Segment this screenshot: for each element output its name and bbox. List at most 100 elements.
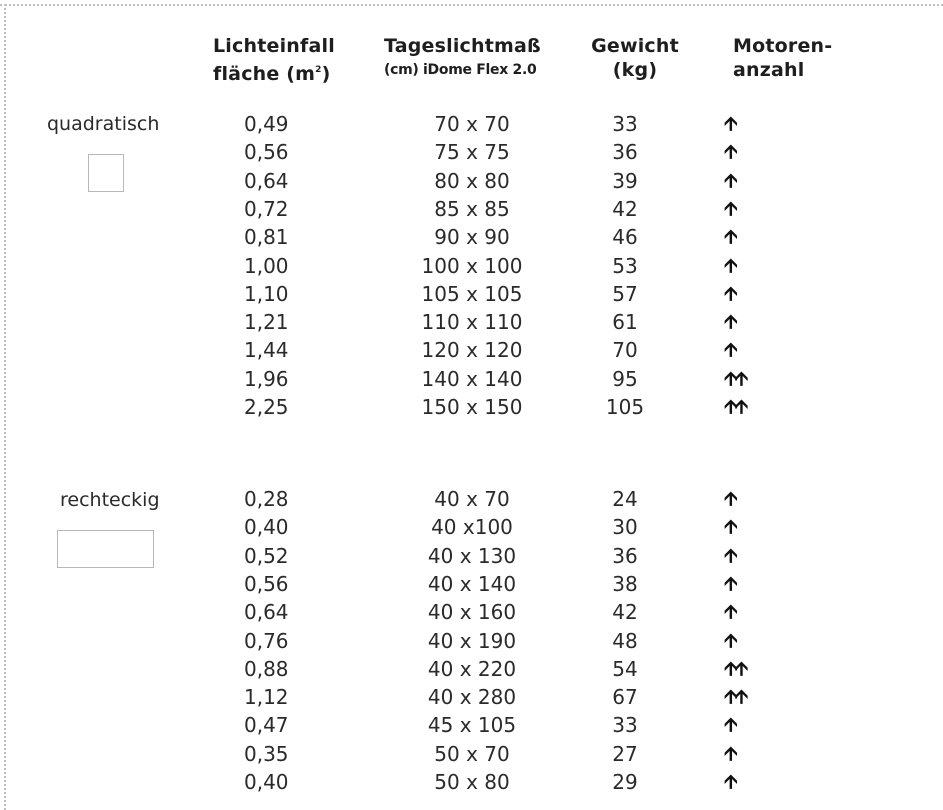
light-area-cell: 1,44: [244, 338, 289, 363]
weight-cell: 53: [612, 253, 638, 278]
motor-count-icon: 🡩: [724, 282, 738, 305]
header-daylight-size: Tageslichtmaß (cm) iDome Flex 2.0: [384, 34, 541, 82]
table-row: 0,56 75 x 75 36 🡩: [0, 138, 943, 166]
light-area-cell: 0,64: [244, 168, 289, 193]
header-daylight-size-line2: (cm) iDome Flex 2.0: [384, 62, 537, 78]
weight-cell: 39: [612, 168, 638, 193]
weight-cell: 36: [612, 140, 638, 165]
motor-count-icon: 🡩: [724, 339, 738, 362]
header-light-area: Lichteinfall fläche (m2): [213, 34, 335, 86]
motor-count-icon: 🡩: [724, 601, 738, 624]
motor-count-icon: 🡩: [724, 254, 738, 277]
dotted-border-left: [4, 4, 6, 810]
daylight-size-cell: 90 x 90: [434, 225, 510, 250]
light-area-cell: 0,56: [244, 140, 289, 165]
table-row: 1,96 140 x 140 95 🡩🡩: [0, 365, 943, 393]
weight-cell: 48: [612, 628, 638, 653]
table-row: 0,40 50 x 80 29 🡩: [0, 768, 943, 796]
table-row: 2,25 150 x 150 105 🡩🡩: [0, 393, 943, 421]
weight-cell: 33: [612, 713, 638, 738]
daylight-size-cell: 80 x 80: [434, 168, 510, 193]
motor-count-icon: 🡩🡩: [724, 396, 748, 418]
daylight-size-cell: 75 x 75: [434, 140, 510, 165]
motor-count-icon: 🡩: [724, 572, 738, 595]
header-light-area-line1: Lichteinfall: [213, 35, 335, 57]
daylight-size-cell: 40 x 280: [427, 685, 517, 710]
daylight-size-cell: 50 x 70: [434, 741, 510, 766]
motor-count-icon: 🡩: [724, 742, 738, 765]
square-shape-icon: [88, 154, 124, 192]
weight-cell: 46: [612, 225, 638, 250]
header-weight-line2: (kg): [612, 59, 658, 81]
weight-cell: 33: [612, 112, 638, 136]
table-row: 1,44 120 x 120 70 🡩: [0, 336, 943, 364]
light-area-cell: 0,76: [244, 628, 289, 653]
light-area-cell: 1,00: [244, 253, 289, 278]
dotted-border-top: [0, 4, 943, 6]
section-label-square: quadratisch: [47, 113, 160, 135]
light-area-cell: 0,35: [244, 741, 289, 766]
table-row: 0,88 40 x 220 54 🡩🡩: [0, 655, 943, 683]
light-area-cell: 1,10: [244, 281, 289, 306]
daylight-size-cell: 45 x 105: [427, 713, 517, 738]
table-row: 1,00 100 x 100 53 🡩: [0, 252, 943, 280]
daylight-size-cell: 105 x 105: [421, 281, 523, 306]
motor-count-icon: 🡩: [724, 771, 738, 793]
table-row: 0,47 45 x 105 33 🡩: [0, 711, 943, 739]
table-row: 1,21 110 x 110 61 🡩: [0, 308, 943, 336]
light-area-cell: 2,25: [244, 395, 289, 419]
light-area-cell: 1,21: [244, 310, 289, 335]
weight-cell: 42: [612, 196, 638, 221]
header-daylight-size-line1: Tageslichtmaß: [384, 35, 541, 57]
light-area-cell: 1,96: [244, 366, 289, 391]
daylight-size-cell: 140 x 140: [421, 366, 523, 391]
header-motor-count-line2: anzahl: [733, 59, 805, 81]
motor-count-icon: 🡩: [724, 226, 738, 249]
table-row: 0,56 40 x 140 38 🡩: [0, 570, 943, 598]
daylight-size-cell: 40 x 220: [427, 656, 517, 681]
table-row: 0,81 90 x 90 46 🡩: [0, 223, 943, 251]
table-row: 0,49 70 x 70 33 🡩: [0, 110, 943, 138]
header-light-area-superscript: 2: [315, 65, 322, 75]
motor-count-icon: 🡩: [724, 629, 738, 652]
header-light-area-line2: fläche (m: [213, 63, 316, 85]
table-row: 0,28 40 x 70 24 🡩: [0, 485, 943, 513]
motor-count-icon: 🡩: [724, 516, 738, 539]
motor-count-icon: 🡩: [724, 113, 738, 135]
motor-count-icon: 🡩🡩: [724, 657, 748, 680]
daylight-size-cell: 40 x100: [431, 515, 513, 540]
daylight-size-cell: 50 x 80: [434, 770, 510, 794]
table-row: 0,52 40 x 130 36 🡩: [0, 542, 943, 570]
light-area-cell: 0,52: [244, 543, 289, 568]
weight-cell: 42: [612, 600, 638, 625]
daylight-size-cell: 150 x 150: [421, 395, 523, 419]
light-area-cell: 0,28: [244, 487, 289, 511]
table-row: 0,40 40 x100 30 🡩: [0, 513, 943, 541]
header-light-area-close: ): [321, 63, 331, 85]
rectangle-shape-icon: [57, 530, 154, 568]
header-weight: Gewicht (kg): [588, 34, 682, 82]
light-area-cell: 1,12: [244, 685, 289, 710]
light-area-cell: 0,40: [244, 770, 289, 794]
motor-count-icon: 🡩🡩: [724, 367, 748, 390]
weight-cell: 27: [612, 741, 638, 766]
motor-count-icon: 🡩: [724, 544, 738, 567]
motor-count-icon: 🡩: [724, 714, 738, 737]
motor-count-icon: 🡩: [724, 141, 738, 164]
weight-cell: 61: [612, 310, 638, 335]
table-row: 0,76 40 x 190 48 🡩: [0, 627, 943, 655]
light-area-cell: 0,88: [244, 656, 289, 681]
header-weight-line1: Gewicht: [591, 35, 679, 57]
light-area-cell: 0,47: [244, 713, 289, 738]
daylight-size-cell: 120 x 120: [421, 338, 523, 363]
light-area-cell: 0,56: [244, 571, 289, 596]
daylight-size-cell: 70 x 70: [434, 112, 510, 136]
table-row: 0,64 40 x 160 42 🡩: [0, 598, 943, 626]
weight-cell: 105: [605, 395, 645, 419]
table-row: 1,10 105 x 105 57 🡩: [0, 280, 943, 308]
daylight-size-cell: 85 x 85: [434, 196, 510, 221]
light-area-cell: 0,49: [244, 112, 289, 136]
motor-count-icon: 🡩: [724, 169, 738, 192]
daylight-size-cell: 40 x 160: [427, 600, 517, 625]
